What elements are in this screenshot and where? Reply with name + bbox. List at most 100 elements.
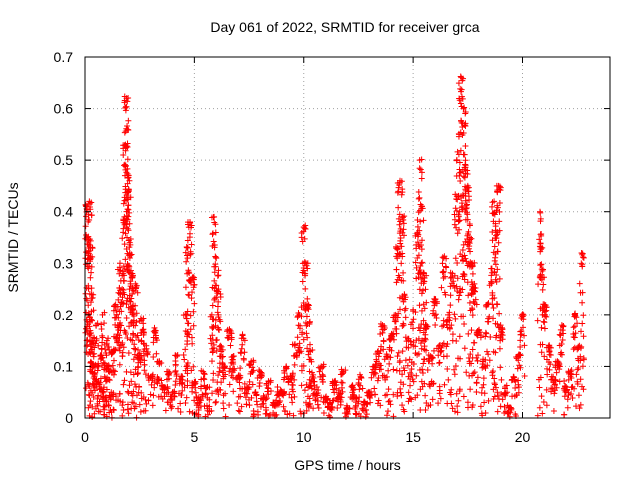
data-point — [313, 391, 320, 398]
data-point — [457, 88, 464, 95]
data-point — [580, 386, 587, 393]
data-point — [214, 309, 221, 316]
data-point — [246, 362, 253, 369]
data-point — [473, 380, 480, 387]
data-point — [190, 276, 197, 283]
data-point — [209, 231, 216, 238]
data-point — [407, 338, 414, 345]
data-point — [212, 263, 219, 270]
data-point — [464, 167, 471, 174]
data-point — [420, 217, 427, 224]
data-point — [463, 209, 470, 216]
data-point — [569, 395, 576, 402]
data-point — [392, 243, 399, 250]
data-point — [214, 303, 221, 310]
data-point — [576, 405, 583, 412]
data-point — [452, 205, 459, 212]
data-point — [422, 407, 429, 414]
data-point — [447, 274, 454, 281]
data-point — [130, 312, 137, 319]
data-point — [286, 410, 293, 417]
data-point — [121, 97, 128, 104]
data-point — [497, 364, 504, 371]
data-point — [302, 272, 309, 279]
data-point — [447, 391, 454, 398]
data-point — [410, 316, 417, 323]
data-point — [320, 363, 327, 370]
data-point — [188, 241, 195, 248]
data-point — [130, 322, 137, 329]
data-point — [120, 344, 127, 351]
data-point — [356, 371, 363, 378]
data-point — [540, 399, 547, 406]
data-point — [463, 369, 470, 376]
data-point — [405, 389, 412, 396]
data-point — [151, 324, 158, 331]
data-point — [220, 405, 227, 412]
data-point — [413, 337, 420, 344]
data-point — [233, 375, 240, 382]
data-point — [455, 133, 462, 140]
data-point — [413, 275, 420, 282]
data-point — [503, 382, 510, 389]
data-point — [456, 97, 463, 104]
data-point — [298, 234, 305, 241]
data-point — [184, 360, 191, 367]
data-point — [461, 321, 468, 328]
data-point — [410, 342, 417, 349]
data-point — [578, 260, 585, 267]
data-point — [456, 172, 463, 179]
data-point — [214, 272, 221, 279]
data-point — [339, 388, 346, 395]
data-point — [117, 342, 124, 349]
data-point — [355, 398, 362, 405]
data-point — [399, 402, 406, 409]
data-point — [456, 166, 463, 173]
data-point — [207, 313, 214, 320]
data-point — [265, 378, 272, 385]
data-point — [472, 296, 479, 303]
data-point — [183, 258, 190, 265]
data-point — [121, 241, 128, 248]
data-point — [85, 404, 92, 411]
data-point — [415, 189, 422, 196]
data-point — [300, 336, 307, 343]
data-point — [395, 204, 402, 211]
data-point — [101, 320, 108, 327]
data-point — [558, 349, 565, 356]
data-point — [559, 327, 566, 334]
data-point — [568, 367, 575, 374]
data-point — [298, 348, 305, 355]
data-point — [487, 333, 494, 340]
data-point — [430, 347, 437, 354]
data-point — [141, 341, 148, 348]
data-point — [418, 290, 425, 297]
data-point — [119, 402, 126, 409]
data-point — [87, 253, 94, 260]
data-point — [578, 383, 585, 390]
data-point — [208, 358, 215, 365]
data-point — [112, 346, 119, 353]
data-point — [208, 340, 215, 347]
data-point — [182, 399, 189, 406]
data-point — [302, 226, 309, 233]
data-point — [496, 208, 503, 215]
data-point — [453, 224, 460, 231]
data-point — [86, 392, 93, 399]
data-point — [148, 381, 155, 388]
data-point — [515, 381, 522, 388]
data-point — [93, 322, 100, 329]
data-point — [125, 227, 132, 234]
data-point — [420, 317, 427, 324]
data-point — [580, 312, 587, 319]
data-point — [456, 333, 463, 340]
data-point — [447, 269, 454, 276]
data-point — [226, 402, 233, 409]
data-point — [350, 384, 357, 391]
data-point — [307, 382, 314, 389]
data-point — [536, 384, 543, 391]
data-point — [151, 379, 158, 386]
data-point — [86, 331, 93, 338]
data-point — [418, 345, 425, 352]
data-point — [152, 335, 159, 342]
